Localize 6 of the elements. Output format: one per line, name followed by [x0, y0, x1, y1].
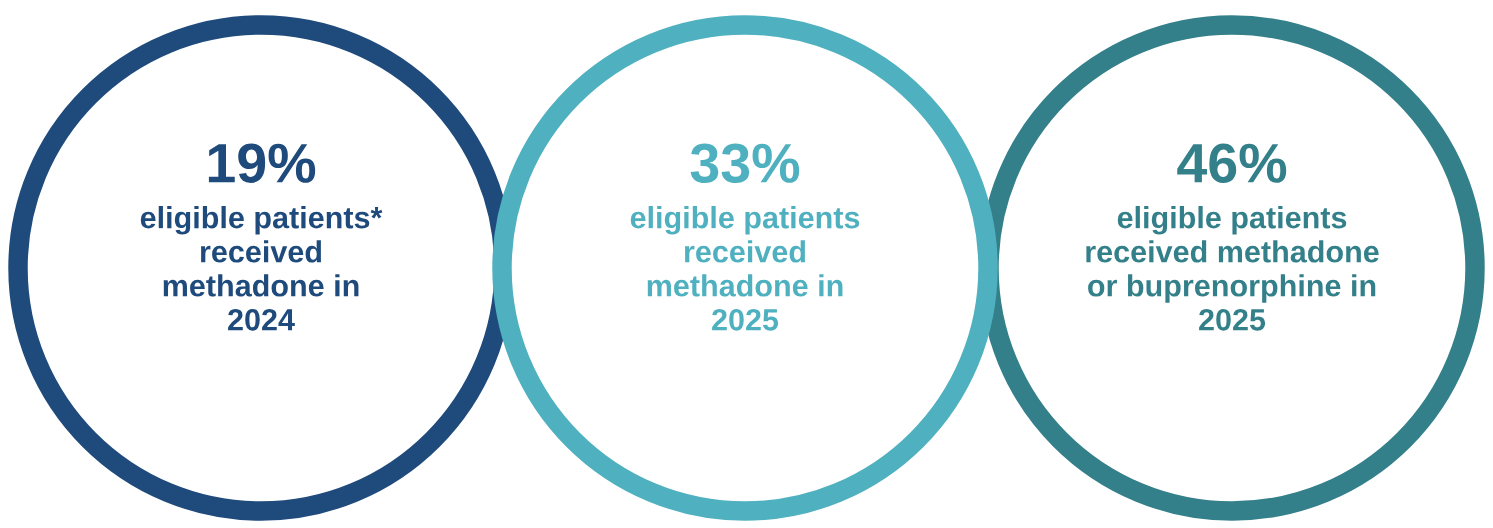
category-label: eligible patients received methadone in 2025 [630, 206, 860, 331]
data-label: 33% [690, 143, 800, 183]
category-label: eligible patients* received methadone in 2024 [140, 206, 383, 331]
category-label: eligible patients received methadone or buprenorphine in 2025 [1086, 206, 1379, 331]
data-label: 19% [208, 143, 316, 183]
data-label: 46% [1177, 143, 1287, 183]
